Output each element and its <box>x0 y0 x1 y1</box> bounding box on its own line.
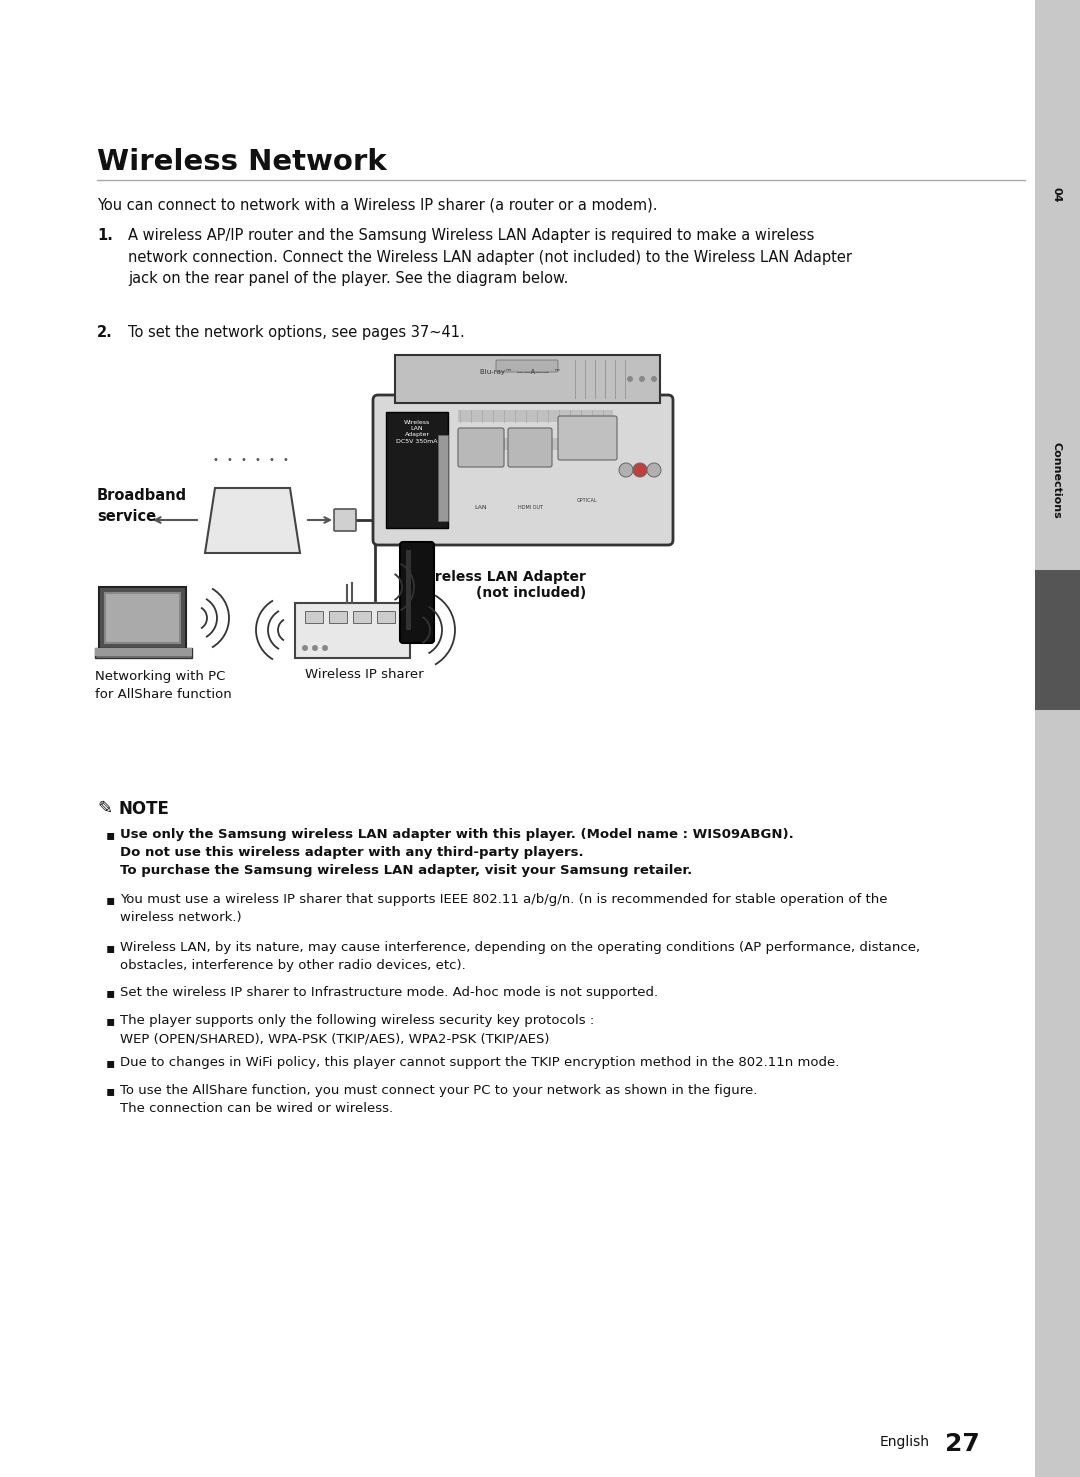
Circle shape <box>627 377 633 383</box>
Text: •: • <box>254 455 260 465</box>
Polygon shape <box>205 487 300 552</box>
Text: Use only the Samsung wireless LAN adapter with this player. (Model name : WIS09A: Use only the Samsung wireless LAN adapte… <box>120 829 794 877</box>
FancyBboxPatch shape <box>458 411 613 422</box>
Text: •: • <box>268 455 274 465</box>
FancyBboxPatch shape <box>496 360 558 372</box>
FancyBboxPatch shape <box>458 439 613 450</box>
FancyBboxPatch shape <box>329 611 347 623</box>
FancyBboxPatch shape <box>438 436 448 521</box>
Text: ▪: ▪ <box>106 1015 116 1028</box>
Text: HDMI OUT: HDMI OUT <box>517 505 542 510</box>
Text: Wireless Network: Wireless Network <box>97 148 387 176</box>
FancyBboxPatch shape <box>395 354 660 403</box>
Text: Blu-ray™  ——A——  ™: Blu-ray™ ——A—— ™ <box>480 369 561 375</box>
Text: You must use a wireless IP sharer that supports IEEE 802.11 a/b/g/n. (n is recom: You must use a wireless IP sharer that s… <box>120 894 888 925</box>
FancyBboxPatch shape <box>99 586 186 648</box>
Circle shape <box>651 377 657 383</box>
FancyBboxPatch shape <box>104 592 181 644</box>
Circle shape <box>302 645 308 651</box>
Text: English: English <box>880 1436 930 1449</box>
Text: To use the AllShare function, you must connect your PC to your network as shown : To use the AllShare function, you must c… <box>120 1084 757 1115</box>
FancyBboxPatch shape <box>1035 570 1080 710</box>
FancyBboxPatch shape <box>558 417 617 459</box>
Circle shape <box>619 462 633 477</box>
FancyBboxPatch shape <box>95 648 192 657</box>
Text: A wireless AP/IP router and the Samsung Wireless LAN Adapter is required to make: A wireless AP/IP router and the Samsung … <box>129 227 852 287</box>
Text: Wireless LAN, by its nature, may cause interference, depending on the operating : Wireless LAN, by its nature, may cause i… <box>120 941 920 972</box>
Text: ▪: ▪ <box>106 829 116 842</box>
FancyBboxPatch shape <box>1035 0 1080 1477</box>
Text: Due to changes in WiFi policy, this player cannot support the TKIP encryption me: Due to changes in WiFi policy, this play… <box>120 1056 839 1069</box>
FancyBboxPatch shape <box>386 412 448 527</box>
Text: ▪: ▪ <box>106 894 116 907</box>
Circle shape <box>633 462 647 477</box>
FancyBboxPatch shape <box>377 611 395 623</box>
FancyBboxPatch shape <box>508 428 552 467</box>
FancyBboxPatch shape <box>95 648 192 656</box>
FancyBboxPatch shape <box>106 594 179 642</box>
Text: Networking with PC
for AllShare function: Networking with PC for AllShare function <box>95 671 232 702</box>
Circle shape <box>639 377 645 383</box>
Text: Wireless
LAN
Adapter
DC5V 350mA: Wireless LAN Adapter DC5V 350mA <box>396 419 437 443</box>
Text: Set the wireless IP sharer to Infrastructure mode. Ad-hoc mode is not supported.: Set the wireless IP sharer to Infrastruc… <box>120 987 658 998</box>
Text: ▪: ▪ <box>106 987 116 1000</box>
Text: 1.: 1. <box>97 227 113 244</box>
FancyBboxPatch shape <box>334 510 356 532</box>
Text: ▪: ▪ <box>106 1084 116 1097</box>
Circle shape <box>647 462 661 477</box>
Text: 04: 04 <box>1052 188 1062 202</box>
Circle shape <box>322 645 328 651</box>
Text: Wireless IP sharer: Wireless IP sharer <box>305 668 423 681</box>
FancyBboxPatch shape <box>305 611 323 623</box>
Text: •: • <box>226 455 232 465</box>
Text: ▪: ▪ <box>106 1056 116 1069</box>
Text: •: • <box>212 455 218 465</box>
Text: OPTICAL: OPTICAL <box>577 498 597 504</box>
Text: LAN: LAN <box>475 505 487 510</box>
Text: •: • <box>240 455 246 465</box>
FancyBboxPatch shape <box>458 428 504 467</box>
FancyBboxPatch shape <box>295 603 410 657</box>
FancyBboxPatch shape <box>373 394 673 545</box>
FancyBboxPatch shape <box>353 611 372 623</box>
Text: To set the network options, see pages 37~41.: To set the network options, see pages 37… <box>129 325 464 340</box>
Text: •: • <box>282 455 288 465</box>
Text: Broadband
service: Broadband service <box>97 487 187 524</box>
Text: Wireless LAN Adapter
(not included): Wireless LAN Adapter (not included) <box>415 570 586 600</box>
Text: You can connect to network with a Wireless IP sharer (a router or a modem).: You can connect to network with a Wirele… <box>97 198 658 213</box>
Circle shape <box>312 645 318 651</box>
Text: The player supports only the following wireless security key protocols :
WEP (OP: The player supports only the following w… <box>120 1015 594 1046</box>
FancyBboxPatch shape <box>400 542 434 642</box>
Text: NOTE: NOTE <box>118 801 168 818</box>
Text: 27: 27 <box>945 1433 980 1456</box>
Text: Connections: Connections <box>1052 442 1062 518</box>
Text: ✎: ✎ <box>97 801 112 818</box>
FancyBboxPatch shape <box>406 549 411 631</box>
Text: ▪: ▪ <box>106 941 116 956</box>
Text: 2.: 2. <box>97 325 112 340</box>
